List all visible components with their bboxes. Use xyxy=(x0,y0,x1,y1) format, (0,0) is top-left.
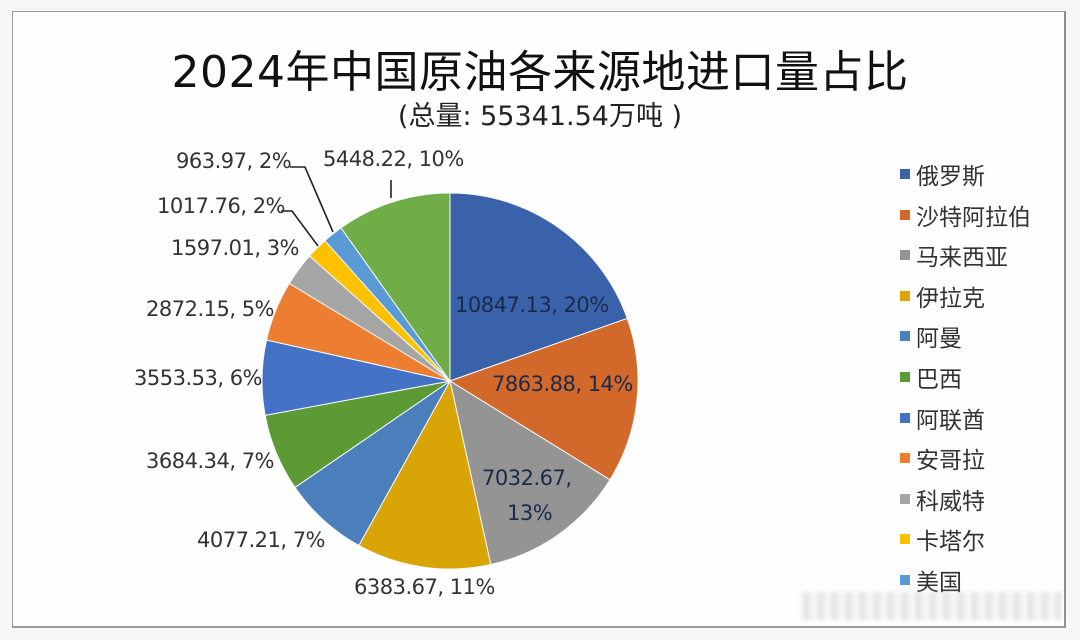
data-label: 5448.22, 10% xyxy=(323,147,464,171)
legend-label: 巴西 xyxy=(916,367,962,393)
legend-label: 美国 xyxy=(916,570,962,596)
legend-item: 卡塔尔 xyxy=(900,525,985,556)
data-label: 7863.88, 14% xyxy=(492,372,633,396)
chart-title: 2024年中国原油各来源地进口量占比 xyxy=(171,47,909,98)
data-label: 3684.34, 7% xyxy=(146,449,275,473)
chart-subtitle: (总量: 55341.54万吨 ) xyxy=(397,101,683,132)
legend-swatch-icon xyxy=(900,412,910,423)
data-label: 963.97, 2% xyxy=(176,149,292,173)
data-label: 1017.76, 2% xyxy=(157,194,286,218)
legend-label: 阿联酋 xyxy=(916,407,985,434)
legend-label: 伊拉克 xyxy=(916,285,985,312)
data-label: 3553.53, 6% xyxy=(134,366,263,390)
pie-slice xyxy=(340,192,451,383)
legend-swatch-icon xyxy=(900,209,910,220)
legend-item: 伊拉克 xyxy=(900,282,985,312)
legend-label: 马来西亚 xyxy=(916,245,1008,272)
leader-line-qatar xyxy=(281,210,319,247)
leader-line-usa xyxy=(290,166,334,233)
watermark-strip xyxy=(800,592,1062,620)
data-label: 10847.13, 20% xyxy=(455,293,609,317)
legend-swatch-icon xyxy=(900,534,910,545)
legend-swatch-icon xyxy=(900,493,910,504)
data-label: 1597.01, 3% xyxy=(171,236,300,260)
legend-item: 马来西亚 xyxy=(900,241,1008,272)
legend-item: 俄罗斯 xyxy=(900,160,985,190)
data-label: 6383.67, 11% xyxy=(354,575,495,599)
pie-slice xyxy=(448,317,639,481)
legend-label: 卡塔尔 xyxy=(916,529,985,556)
legend-item: 沙特阿拉伯 xyxy=(900,201,1031,231)
legend-swatch-icon xyxy=(900,250,910,261)
legend-item: 安哥拉 xyxy=(900,444,985,475)
legend-label: 科威特 xyxy=(916,488,985,515)
pie-slice xyxy=(358,379,492,570)
legend-item: 科威特 xyxy=(900,485,985,515)
pie-slice xyxy=(449,379,611,566)
legend-swatch-icon xyxy=(900,169,910,179)
data-label: 2872.15, 5% xyxy=(146,297,275,321)
legend-label: 沙特阿拉伯 xyxy=(916,204,1031,231)
legend-swatch-icon xyxy=(900,331,910,342)
leader-lines xyxy=(281,166,392,247)
legend-item: 阿曼 xyxy=(900,322,962,353)
legend-item: 美国 xyxy=(900,566,962,596)
data-label: 13% xyxy=(507,501,553,525)
legend-swatch-icon xyxy=(900,372,910,382)
legend-swatch-icon xyxy=(900,575,910,585)
legend-label: 俄罗斯 xyxy=(916,164,985,190)
data-label: 4077.21, 7% xyxy=(197,528,326,552)
data-label: 7032.67, xyxy=(482,466,572,490)
legend-label: 阿曼 xyxy=(916,326,962,353)
legend-label: 安哥拉 xyxy=(916,448,985,475)
pie-slices xyxy=(261,192,639,570)
legend-item: 阿联酋 xyxy=(900,404,985,434)
legend-swatch-icon xyxy=(900,453,910,464)
legend-swatch-icon xyxy=(900,290,910,301)
legend-item: 巴西 xyxy=(900,363,962,393)
